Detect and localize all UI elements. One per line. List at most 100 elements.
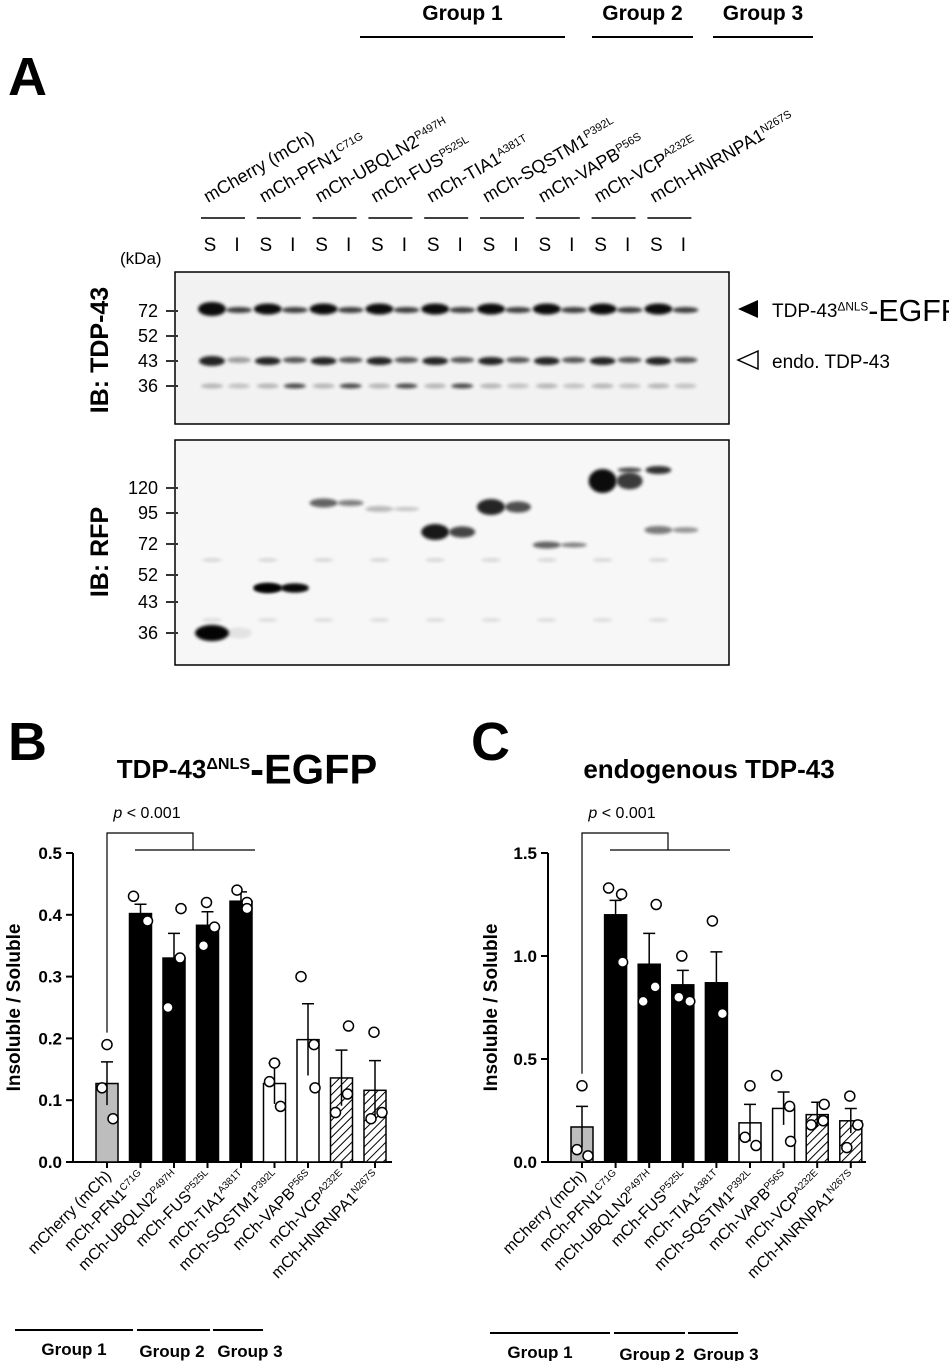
x-tick-label-sup: P525L bbox=[658, 1167, 686, 1195]
blot-band bbox=[618, 383, 641, 389]
annotation: p < 0.001 bbox=[112, 805, 180, 822]
x-tick-label-sup: P392L bbox=[725, 1167, 753, 1195]
blot-band bbox=[560, 307, 587, 313]
blot-band bbox=[505, 307, 531, 313]
error-bar bbox=[710, 951, 723, 1014]
kda-marker: 52 bbox=[138, 326, 158, 346]
x-tick-label-sup: C71G bbox=[593, 1167, 619, 1193]
blot-band bbox=[202, 618, 222, 622]
y-tick-label: 1.0 bbox=[513, 947, 537, 966]
data-point bbox=[376, 1106, 388, 1119]
data-point bbox=[231, 884, 243, 896]
blot-band bbox=[449, 307, 476, 313]
blot-band bbox=[589, 357, 616, 365]
data-point bbox=[208, 921, 221, 933]
kda-marker: 95 bbox=[138, 503, 158, 523]
data-point bbox=[263, 1075, 276, 1088]
data-point bbox=[274, 1100, 287, 1113]
data-point bbox=[308, 1038, 320, 1051]
y-axis-title: Insoluble / Soluble bbox=[481, 924, 502, 1092]
chart-title: endogenous TDP-43 bbox=[583, 754, 834, 784]
ib-label: IB: TDP-43 bbox=[86, 287, 114, 413]
kda-marker: 120 bbox=[128, 478, 158, 498]
data-point bbox=[852, 1119, 864, 1131]
arrow-label: TDP-43ΔNLS-EGFP bbox=[772, 294, 949, 328]
blot-band bbox=[644, 303, 673, 315]
data-point bbox=[676, 950, 688, 962]
blot-band bbox=[195, 625, 229, 641]
blot-band bbox=[561, 357, 586, 363]
blot-band bbox=[672, 527, 699, 533]
data-point bbox=[268, 1057, 281, 1069]
lane-label-sup: C71G bbox=[334, 130, 365, 155]
blot-band bbox=[425, 558, 446, 562]
fraction-label: S bbox=[315, 235, 328, 256]
error-bar bbox=[134, 903, 147, 923]
x-tick-label-sup: P525L bbox=[183, 1167, 211, 1195]
lane-label-sup: A232E bbox=[661, 133, 696, 160]
data-point bbox=[197, 939, 210, 952]
blot-band bbox=[647, 383, 670, 389]
fraction-label: S bbox=[259, 235, 272, 256]
blot-band bbox=[648, 558, 669, 562]
blot-band bbox=[202, 558, 222, 562]
blot-band bbox=[366, 357, 393, 365]
fraction-label: I bbox=[569, 235, 574, 256]
blot-band bbox=[337, 499, 364, 507]
bar bbox=[128, 912, 153, 1163]
data-point bbox=[805, 1119, 817, 1131]
data-point bbox=[841, 1141, 853, 1154]
data-point bbox=[602, 882, 615, 894]
data-point bbox=[127, 890, 140, 903]
data-point bbox=[616, 956, 629, 968]
blot-band bbox=[449, 526, 476, 538]
blot-band bbox=[368, 383, 391, 389]
y-tick-label: 0.0 bbox=[38, 1153, 62, 1172]
blot-band bbox=[254, 357, 281, 365]
blot-band bbox=[591, 383, 614, 389]
y-tick-label: 0.5 bbox=[513, 1050, 537, 1069]
x-tick-label-sup: P56S bbox=[762, 1167, 787, 1192]
group-label: Group 3 bbox=[217, 1342, 282, 1361]
chart-title-suffix: -EGFP bbox=[250, 746, 377, 793]
data-point bbox=[706, 915, 719, 927]
group-label: Group 1 bbox=[422, 2, 503, 25]
data-point bbox=[744, 1080, 756, 1092]
arrow-filled bbox=[738, 300, 758, 318]
blot-band bbox=[477, 303, 505, 315]
data-point bbox=[673, 991, 685, 1003]
data-point bbox=[329, 1106, 342, 1119]
blot-band bbox=[592, 558, 613, 562]
blot-frame bbox=[174, 271, 730, 425]
fraction-label: S bbox=[371, 235, 384, 256]
blot-band bbox=[425, 618, 446, 622]
data-point bbox=[365, 1112, 377, 1125]
fraction-label: I bbox=[234, 235, 239, 256]
lane-label-sup: P497H bbox=[413, 115, 449, 142]
data-point bbox=[844, 1090, 856, 1102]
bar bbox=[603, 914, 628, 1163]
bar bbox=[229, 900, 253, 1163]
data-point bbox=[770, 1069, 783, 1082]
x-tick-label-sup: A232E bbox=[792, 1167, 821, 1196]
kda-marker: 43 bbox=[138, 351, 158, 371]
kda-marker: 72 bbox=[138, 301, 158, 321]
data-point bbox=[571, 1143, 583, 1156]
x-tick-label-sup: A232E bbox=[316, 1167, 345, 1196]
blot-band bbox=[393, 307, 420, 313]
blot-band bbox=[481, 558, 501, 562]
fraction-label: I bbox=[458, 235, 463, 256]
x-tick-label-sup: P497H bbox=[623, 1167, 652, 1196]
blot-band bbox=[369, 618, 390, 622]
blot-band bbox=[533, 357, 560, 365]
blot-band bbox=[283, 383, 306, 389]
blot-band bbox=[257, 558, 278, 562]
blot-band bbox=[253, 583, 282, 593]
data-point bbox=[175, 902, 187, 915]
blot-band bbox=[588, 469, 617, 493]
y-tick-label: 0.2 bbox=[38, 1029, 62, 1048]
x-tick-label-sup: N267S bbox=[349, 1167, 378, 1196]
blot-band bbox=[505, 501, 531, 513]
